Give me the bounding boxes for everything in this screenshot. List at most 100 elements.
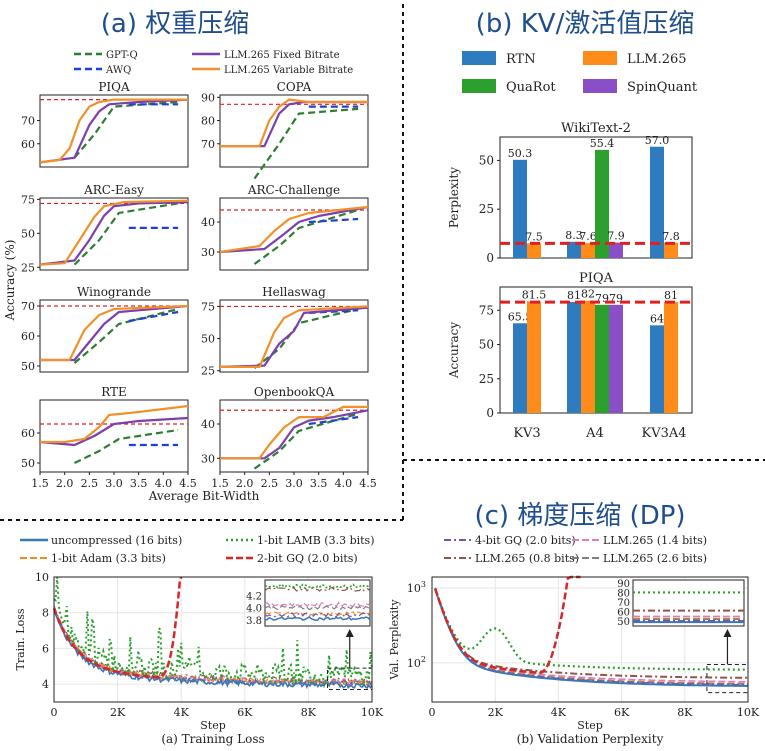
series-llm-fixed	[220, 409, 369, 460]
legend-label-4: 1-bit Adam (3.3 bits)	[51, 552, 166, 565]
bar-rtn-kv3	[513, 323, 527, 413]
series-awq	[308, 416, 359, 426]
bar-value-label: 65.5	[508, 310, 533, 323]
y-tick-label: 70	[21, 300, 35, 313]
panel-c: uncompressed (16 bits) 1-bit LAMB (3.3 bi…	[14, 534, 760, 746]
x-tick-label: 4K	[551, 706, 567, 719]
subplot-frame	[219, 299, 369, 373]
subplot-training-loss: 4 6 8 10 0 2K 4K 6K 8K 10K Step(a) Training Loss Tr…	[14, 571, 384, 746]
y-tick-label: 103	[407, 580, 426, 595]
subplot-frame	[219, 94, 369, 168]
series-llm265-0.8	[434, 588, 748, 679]
bar-spinquant-a4	[609, 242, 623, 258]
x-tick-label: 2.5	[81, 477, 99, 490]
inset-series-4bit-gq	[264, 612, 371, 618]
y-tick-label: 30	[201, 452, 215, 465]
y-axis-title: Perplexity	[447, 167, 461, 228]
legend-label-1: AWQ	[105, 65, 131, 76]
subplot-frame	[39, 94, 189, 168]
category-label: KV3A4	[641, 426, 686, 441]
inset-series-llm265-1.4	[264, 601, 371, 608]
y-tick-label: 0	[486, 406, 494, 420]
y-axis-title: Accuracy (%)	[3, 240, 17, 322]
bar-quarot-a4	[595, 304, 609, 413]
y-tick-label: 8	[42, 607, 49, 620]
inset-y-tick-label: 80	[617, 588, 630, 599]
subplot-title: PIQA	[98, 80, 130, 94]
bar-value-label: 50.3	[508, 147, 533, 160]
x-axis-title: Step	[200, 719, 226, 732]
inset-series-llm265-2.6	[264, 605, 371, 611]
subplot-hellaswag: Hellaswag 25 50 75	[201, 285, 369, 378]
subplot-title: ARC-Easy	[83, 183, 144, 197]
bar-llm265-kv3a4	[664, 242, 678, 258]
subplot-caption: (a) Training Loss	[161, 732, 264, 746]
category-label: A4	[585, 426, 604, 441]
y-tick-label: 80	[201, 115, 215, 128]
series-llm-fixed	[219, 205, 369, 254]
y-axis-title: Val. Perplexity	[388, 599, 401, 681]
y-tick-label: 50	[479, 153, 494, 167]
x-tick-label: 2K	[110, 706, 126, 719]
series-gptq	[73, 100, 179, 159]
y-tick-label: 30	[201, 246, 215, 259]
y-tick-label: 50	[201, 333, 215, 346]
y-tick-label: 25	[479, 202, 494, 216]
inset-y-tick-label: 60	[617, 608, 630, 619]
x-tick-label: 3.0	[105, 477, 123, 490]
legend-swatch-2	[462, 79, 496, 93]
legend-swatch-3	[583, 79, 617, 93]
series-1bit-lamb	[53, 576, 373, 690]
inset-series-uncompressed	[264, 616, 371, 621]
x-tick-label: 4.0	[155, 477, 173, 490]
panel-a: GPT-Q AWQ LLM.265 Fixed Bitrate LLM.265 Var…	[3, 50, 377, 503]
y-tick-label: 102	[407, 655, 426, 670]
y-tick-label: 0	[486, 251, 494, 265]
panel-a-title: (a) 权重压缩	[101, 9, 250, 39]
legend-label-3: SpinQuant	[627, 80, 698, 95]
x-tick-label: 4.5	[359, 477, 377, 490]
series-gptq	[74, 428, 179, 464]
series-gptq	[253, 208, 359, 265]
x-tick-label: 4.0	[335, 477, 353, 490]
y-tick-label: 75	[479, 303, 494, 317]
bar-llm265-kv3	[527, 301, 541, 413]
y-tick-label: 60	[21, 330, 35, 343]
y-tick-label: 90	[201, 91, 215, 104]
subplot-title: OpenbookQA	[254, 385, 335, 399]
bar-llm265-kv3a4	[664, 302, 678, 413]
bar-value-label: 7.6	[579, 230, 597, 243]
y-tick-label: 25	[479, 372, 494, 386]
series-llm-variable	[219, 205, 369, 254]
panel-b-title: (b) KV/激活值压缩	[476, 9, 695, 39]
bar-value-label: 64	[650, 312, 664, 325]
y-axis-title: Accuracy	[447, 322, 461, 379]
x-tick-label: 3.5	[310, 477, 328, 490]
bar-value-label: 7.9	[607, 230, 625, 243]
x-tick-label: 10K	[737, 706, 760, 719]
inset-y-tick-label: 4.2	[246, 591, 262, 602]
y-tick-label: 70	[201, 138, 215, 151]
legend-label-1: LLM.265	[627, 52, 687, 67]
legend-label-3: LLM.265 Variable Bitrate	[224, 65, 353, 76]
x-tick-label: 0	[51, 706, 58, 719]
series-awq	[308, 217, 359, 224]
bar-value-label: 81.5	[522, 288, 547, 301]
bar-rtn-kv3a4	[650, 146, 664, 258]
subplot-caption: (b) Validation Perplexity	[517, 732, 664, 746]
series-gptq	[253, 307, 359, 369]
panel-b: RTN LLM.265 QuaRot SpinQuant WikiText-2 Perpl…	[447, 51, 698, 441]
legend-label-2: 4-bit GQ (2.0 bits)	[475, 534, 576, 547]
y-tick-label: 60	[21, 427, 35, 440]
subplot-frame	[39, 197, 189, 271]
subplot-title: Winogrande	[77, 285, 151, 299]
y-tick-label: 25	[201, 365, 215, 378]
y-tick-label: 60	[21, 138, 35, 151]
legend-label-2: QuaRot	[506, 80, 556, 95]
series-llm-variable	[39, 98, 188, 164]
x-tick-label: 2.0	[56, 477, 74, 490]
subplot-piqa: PIQA 60 70	[21, 80, 189, 168]
y-tick-label: 50	[479, 338, 494, 352]
